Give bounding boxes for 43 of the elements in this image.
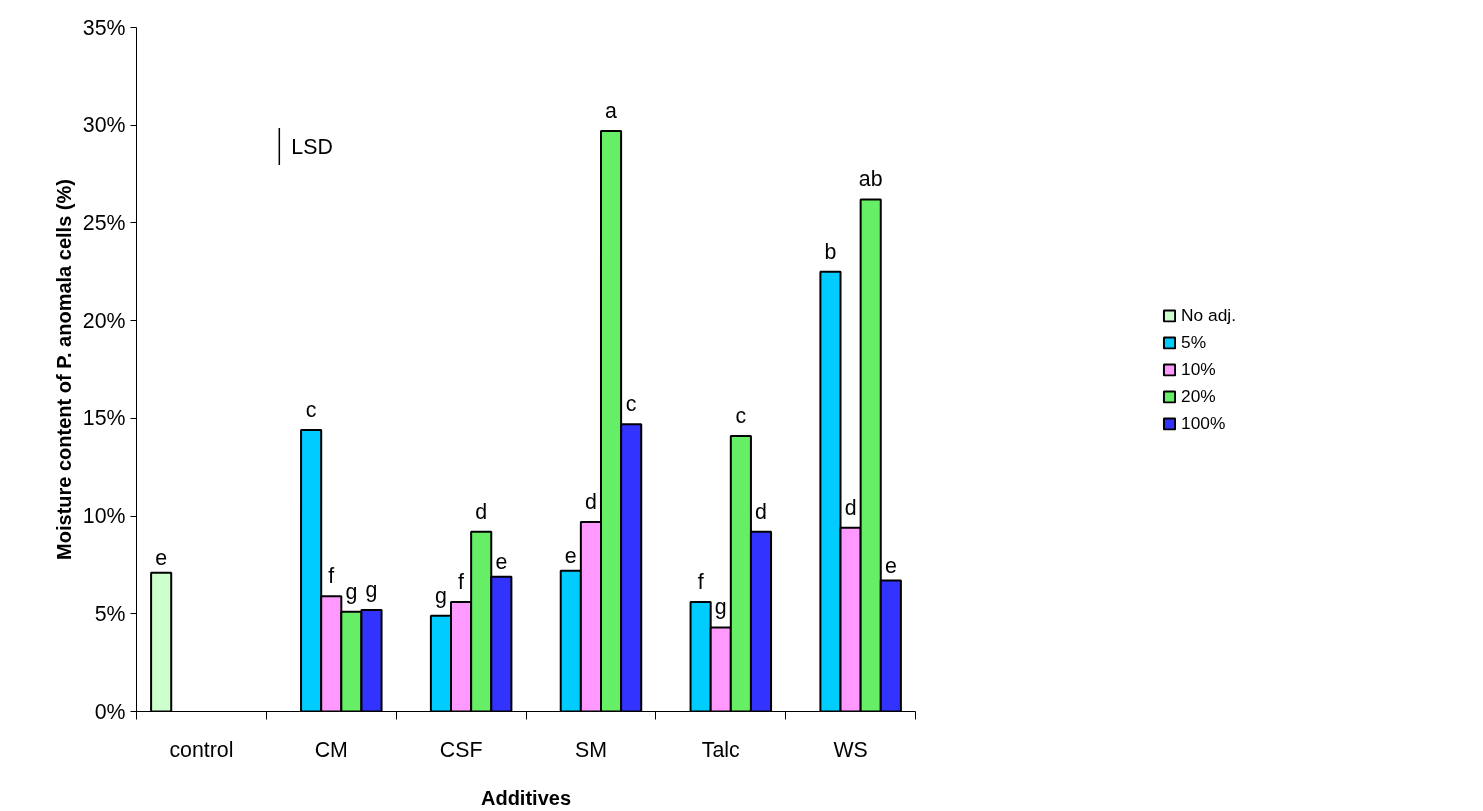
data-label: g — [435, 583, 447, 608]
data-label: d — [475, 499, 488, 524]
data-label: d — [755, 499, 767, 524]
legend-label: 20% — [1181, 385, 1216, 407]
y-axis-title: Moisture content of P. anomala cells (%) — [52, 179, 75, 560]
data-label: c — [625, 392, 637, 417]
x-tick-label: CSF — [439, 737, 483, 762]
data-label: f — [458, 570, 465, 595]
data-label: g — [365, 577, 378, 602]
data-label: f — [328, 564, 335, 589]
x-tick-label: SM — [574, 737, 607, 762]
y-tick-label: 10% — [82, 504, 126, 529]
data-label: e — [884, 553, 897, 578]
annotation: LSD — [291, 134, 333, 159]
data-label: g — [345, 579, 358, 604]
legend-label: 5% — [1181, 331, 1207, 353]
data-label: a — [605, 99, 618, 124]
y-tick-label: 25% — [82, 210, 126, 235]
data-label: c — [305, 398, 317, 423]
legend-label: No adj. — [1181, 304, 1236, 326]
x-tick-label: Talc — [701, 737, 741, 762]
data-label: d — [584, 489, 597, 514]
x-tick-label: WS — [833, 737, 868, 762]
data-label: e — [495, 549, 508, 574]
y-tick-label: 5% — [94, 601, 126, 626]
x-axis-title: Additives — [480, 786, 572, 809]
data-label: g — [714, 595, 727, 620]
data-label: d — [844, 495, 857, 520]
data-label: b — [824, 239, 837, 264]
data-label: ab — [858, 167, 883, 192]
data-label: f — [697, 570, 704, 595]
legend-label: 100% — [1181, 412, 1226, 434]
y-tick-label: 0% — [94, 699, 126, 724]
x-tick-label: control — [169, 737, 234, 762]
data-label: e — [155, 545, 168, 570]
x-tick-label: CM — [314, 737, 348, 762]
y-tick-label: 35% — [82, 15, 126, 40]
legend-label: 10% — [1181, 358, 1216, 380]
y-tick-label: 15% — [82, 406, 126, 431]
data-label: c — [735, 403, 747, 428]
data-label: e — [564, 543, 577, 568]
y-tick-label: 20% — [82, 308, 126, 333]
y-tick-label: 30% — [82, 113, 126, 138]
